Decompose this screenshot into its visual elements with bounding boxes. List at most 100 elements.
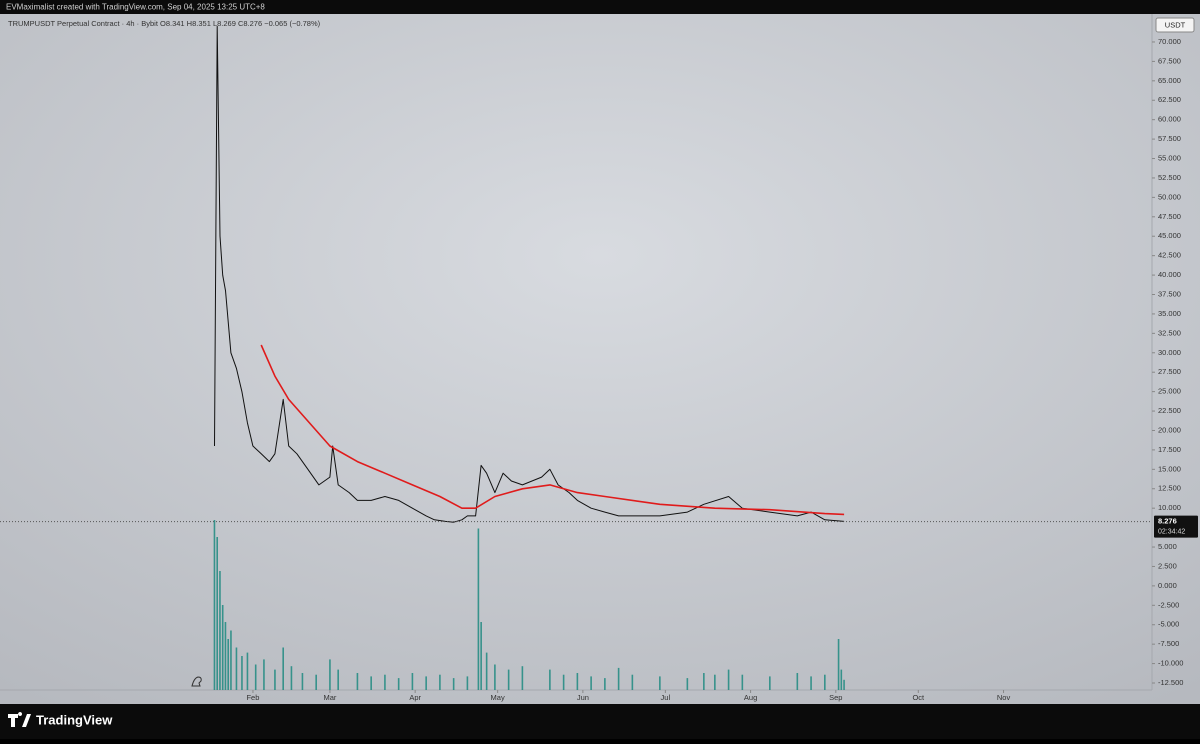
bottom-bar <box>0 704 1200 739</box>
volume-bar <box>329 659 331 690</box>
x-tick-label: Jun <box>577 693 589 702</box>
x-tick-label: Sep <box>829 693 842 702</box>
volume-bar <box>741 674 744 690</box>
dino-icon <box>191 676 202 687</box>
y-tick-label: 20.000 <box>1158 425 1181 434</box>
price-line <box>214 25 845 523</box>
y-tick-label: 65.000 <box>1158 76 1181 85</box>
volume-bar <box>686 678 689 690</box>
y-tick-label: 10.000 <box>1158 503 1181 512</box>
y-tick-label: 32.500 <box>1158 328 1181 337</box>
volume-bar <box>824 674 826 690</box>
volume-bar <box>604 678 606 690</box>
volume-bar <box>221 605 224 690</box>
volume-bar <box>370 676 372 690</box>
y-tick-label: 5.000 <box>1158 542 1177 551</box>
volume-bar <box>466 676 469 690</box>
x-tick-label: Oct <box>912 693 925 702</box>
y-tick-label: 37.500 <box>1158 289 1181 298</box>
y-tick-label: -10.000 <box>1158 659 1183 668</box>
volume-bar <box>282 647 284 690</box>
volume-bar <box>425 676 427 690</box>
volume-bar <box>840 669 843 690</box>
volume-bar <box>714 674 716 690</box>
volume-bar <box>230 630 232 690</box>
ma-line <box>260 344 845 516</box>
volume-bar <box>301 673 304 690</box>
volume-bar <box>219 571 221 690</box>
y-tick-label: -12.500 <box>1158 678 1183 687</box>
volume-bar <box>384 674 386 690</box>
volume-bar <box>659 676 661 690</box>
y-tick-label: 67.500 <box>1158 56 1181 65</box>
y-tick-label: 12.500 <box>1158 484 1181 493</box>
volume-bar <box>224 622 227 690</box>
volume-bar <box>274 669 276 690</box>
symbol-legend: TRUMPUSDT Perpetual Contract · 4h · Bybi… <box>8 19 321 28</box>
volume-bar <box>631 674 634 690</box>
volume-bar <box>727 669 730 690</box>
logo-mark <box>8 712 31 727</box>
volume-bar <box>241 656 243 690</box>
volume-bar <box>703 673 705 690</box>
y-tick-label: 42.500 <box>1158 251 1181 260</box>
y-tick-label: 50.000 <box>1158 192 1181 201</box>
top-bar <box>0 0 1200 14</box>
chart-area <box>0 14 1200 704</box>
volume-bar <box>477 528 480 690</box>
volume-bar <box>576 673 579 690</box>
volume-bar <box>617 667 620 690</box>
y-tick-label: -2.500 <box>1158 600 1179 609</box>
volume-bar <box>263 659 265 690</box>
volume-bar <box>769 676 771 690</box>
tradingview-logo <box>8 712 31 727</box>
y-tick-label: 62.500 <box>1158 95 1181 104</box>
y-tick-label: 70.000 <box>1158 37 1181 46</box>
y-tick-label: 45.000 <box>1158 231 1181 240</box>
volume-bar <box>397 678 400 690</box>
volume-bar <box>494 664 496 690</box>
volume-bar <box>315 674 317 690</box>
volume-bar <box>480 622 482 690</box>
brand: TradingView <box>36 712 113 727</box>
volume-bar <box>290 666 293 690</box>
volume-bar <box>485 652 488 690</box>
volume-bar <box>837 639 840 690</box>
last-price-badge <box>1154 515 1198 538</box>
volume-bar <box>213 520 216 690</box>
x-tick-label: Feb <box>246 693 259 702</box>
y-tick-label: 35.000 <box>1158 309 1181 318</box>
y-tick-label: -5.000 <box>1158 620 1179 629</box>
y-tick-label: 27.500 <box>1158 367 1181 376</box>
y-tick-label: 40.000 <box>1158 270 1181 279</box>
x-tick-label: Aug <box>744 693 757 702</box>
y-tick-label: 55.000 <box>1158 154 1181 163</box>
volume-bar <box>227 639 230 690</box>
currency-badge[interactable] <box>1155 17 1195 33</box>
y-tick-label: 57.500 <box>1158 134 1181 143</box>
volume-bar <box>356 673 359 690</box>
y-tick-label: 0.000 <box>1158 581 1177 590</box>
volume-bar <box>562 674 565 690</box>
volume-bar <box>337 669 339 690</box>
volume-bar <box>796 673 799 690</box>
x-tick-label: May <box>491 693 505 702</box>
volume-bar <box>254 664 257 690</box>
x-tick-label: Mar <box>323 693 336 702</box>
volume-bar <box>549 669 551 690</box>
volume-bar <box>507 669 510 690</box>
y-tick-label: 52.500 <box>1158 173 1181 182</box>
currency-label: USDT <box>1165 20 1186 29</box>
volume-bar <box>810 676 812 690</box>
attribution: EVMaximalist created with TradingView.co… <box>6 3 265 12</box>
volume-bar <box>235 647 238 690</box>
y-tick-label: 60.000 <box>1158 115 1181 124</box>
y-tick-label: -7.500 <box>1158 639 1179 648</box>
y-tick-label: 15.000 <box>1158 464 1181 473</box>
y-tick-label: 47.500 <box>1158 212 1181 221</box>
volume-bar <box>843 679 845 690</box>
y-tick-label: 2.500 <box>1158 561 1177 570</box>
volume-bar <box>439 674 441 690</box>
x-tick-label: Nov <box>997 693 1011 702</box>
volume-bar <box>521 666 524 690</box>
